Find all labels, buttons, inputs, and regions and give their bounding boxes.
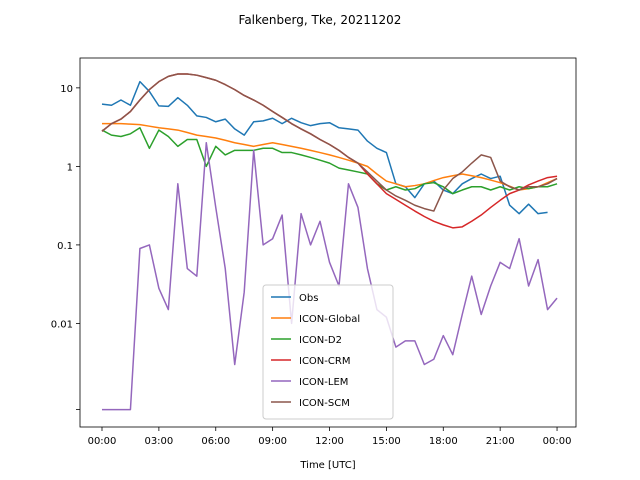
x-tick-label: 12:00 bbox=[315, 436, 344, 447]
x-tick-label: 06:00 bbox=[201, 436, 230, 447]
legend-box bbox=[262, 284, 394, 420]
x-tick-label: 00:00 bbox=[543, 436, 572, 447]
y-tick-label: 0.01 bbox=[51, 319, 73, 330]
chart-title: Falkenberg, Tke, 20211202 bbox=[239, 13, 402, 27]
series-line bbox=[101, 80, 548, 215]
legend-label: Obs bbox=[299, 293, 318, 304]
x-tick-label: 09:00 bbox=[258, 436, 287, 447]
y-tick-label: 0.1 bbox=[57, 241, 73, 252]
x-tick-label: 03:00 bbox=[144, 436, 173, 447]
y-tick-label: 10 bbox=[60, 84, 73, 95]
x-tick-label: 21:00 bbox=[486, 436, 515, 447]
x-tick-label: 18:00 bbox=[429, 436, 458, 447]
legend: Obs ICON-Global ICON-D2 ICON-CRM ICON-LEM ICO… bbox=[262, 284, 394, 420]
x-tick-label: 00:00 bbox=[88, 436, 117, 447]
legend-label: ICON-SCM bbox=[299, 398, 350, 409]
legend-label: ICON-LEM bbox=[299, 377, 348, 388]
plot-frame bbox=[79, 57, 577, 428]
x-tick-label: 15:00 bbox=[372, 436, 401, 447]
y-tick-label: 1 bbox=[67, 162, 73, 173]
legend-label: ICON-Global bbox=[299, 314, 360, 325]
x-axis-label: Time [UTC] bbox=[299, 460, 355, 471]
legend-label: ICON-D2 bbox=[299, 335, 342, 346]
series-line bbox=[101, 73, 558, 212]
series-line bbox=[101, 127, 558, 195]
series-line bbox=[101, 122, 558, 191]
series-line bbox=[101, 142, 558, 411]
legend-label: ICON-CRM bbox=[299, 356, 350, 367]
